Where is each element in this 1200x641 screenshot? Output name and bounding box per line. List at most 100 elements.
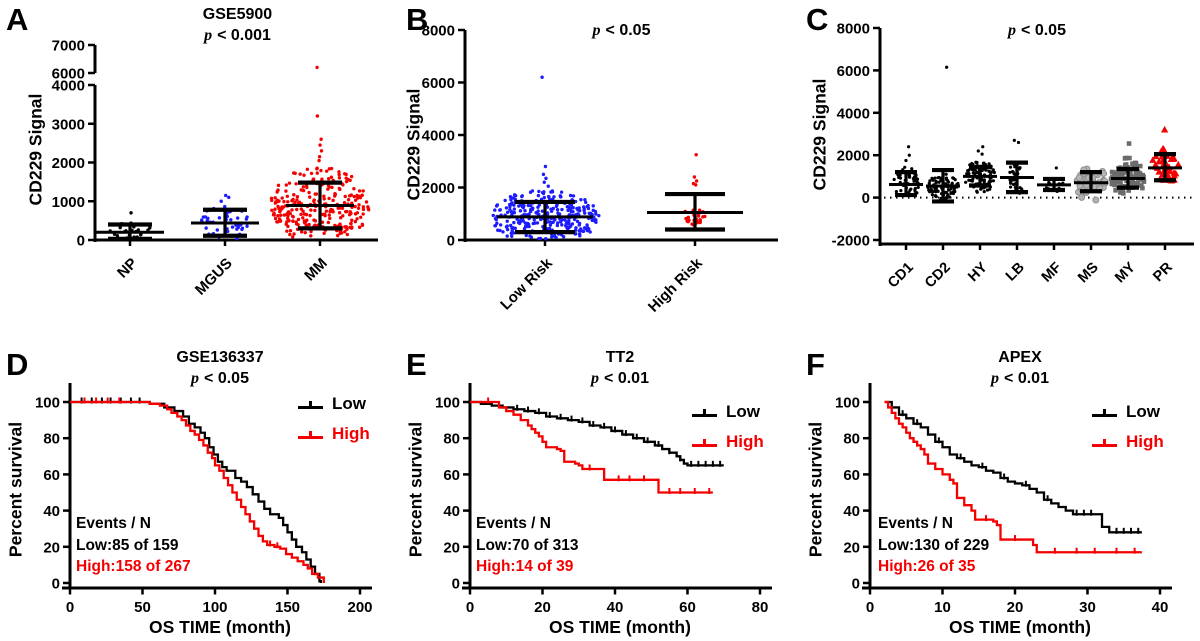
- p-text: < 0.01: [604, 370, 649, 387]
- scatter-plot-C: -2000 0 2000 4000 6000 8000 CD1 CD2 HY LB MF MS MY PR: [832, 21, 1194, 292]
- p-value: p < 0.05: [880, 20, 1194, 41]
- svg-text:0: 0: [866, 599, 874, 616]
- panel-header: p < 0.05: [465, 4, 778, 41]
- svg-text:40: 40: [443, 503, 460, 520]
- svg-text:20: 20: [43, 539, 60, 556]
- survival-line-icon: [692, 408, 717, 417]
- survival-line-icon: [298, 430, 323, 439]
- events-annotation: Events / N Low:85 of 159 High:158 of 267: [76, 513, 191, 578]
- svg-text:MGUS: MGUS: [192, 255, 236, 299]
- svg-text:0: 0: [66, 599, 74, 616]
- svg-text:40: 40: [607, 599, 624, 616]
- svg-text:40: 40: [43, 503, 60, 520]
- svg-text:1000: 1000: [52, 194, 85, 211]
- chart-title: GSE5900: [202, 6, 273, 23]
- legend-item-low: Low: [298, 389, 370, 419]
- svg-text:50: 50: [134, 599, 151, 616]
- svg-text:0: 0: [447, 233, 455, 250]
- legend-item-high: High: [692, 427, 764, 457]
- legend-label: Low: [1126, 402, 1160, 421]
- svg-text:0: 0: [862, 190, 870, 207]
- svg-text:10: 10: [934, 599, 951, 616]
- scatter-plot-B: 0 2000 4000 6000 8000 Low Risk High Risk: [422, 23, 778, 316]
- svg-text:150: 150: [275, 599, 300, 616]
- annotation-line: High:158 of 267: [76, 558, 191, 575]
- chart-title: APEX: [998, 349, 1042, 366]
- legend-label: Low: [332, 394, 366, 413]
- panel-letter-C: C: [806, 2, 829, 37]
- panel-header: TT2 p < 0.01: [470, 347, 770, 389]
- annotation-line: High:14 of 39: [476, 558, 574, 575]
- p-symbol: p: [991, 370, 1000, 387]
- svg-text:0: 0: [466, 599, 474, 616]
- legend-label: Low: [726, 402, 760, 421]
- panel-header: APEX p < 0.01: [870, 347, 1170, 389]
- svg-text:80: 80: [843, 431, 860, 448]
- p-value: p < 0.01: [870, 368, 1170, 389]
- svg-text:CD2: CD2: [922, 260, 954, 292]
- svg-text:80: 80: [43, 431, 60, 448]
- svg-text:8000: 8000: [837, 21, 870, 38]
- legend-label: High: [332, 424, 370, 443]
- p-text: < 0.01: [1004, 370, 1049, 387]
- svg-text:100: 100: [202, 599, 227, 616]
- p-symbol: p: [592, 22, 601, 39]
- legend-label: High: [1126, 432, 1164, 451]
- legend: Low High: [692, 397, 764, 457]
- panel-header: GSE5900 p < 0.001: [95, 4, 380, 46]
- svg-text:30: 30: [1079, 599, 1096, 616]
- panel-F: F APEX p < 0.01 Percent survival 0 20 40 60 8…: [800, 335, 1200, 641]
- p-symbol: p: [1008, 22, 1017, 39]
- svg-text:20: 20: [534, 599, 551, 616]
- events-annotation: Events / N Low:70 of 313 High:14 of 39: [476, 513, 579, 578]
- svg-text:20: 20: [443, 539, 460, 556]
- svg-text:80: 80: [443, 431, 460, 448]
- svg-text:-2000: -2000: [832, 233, 870, 250]
- legend-label: High: [726, 432, 764, 451]
- survival-line-icon: [1092, 438, 1117, 447]
- svg-text:CD1: CD1: [885, 260, 917, 292]
- svg-text:MS: MS: [1075, 259, 1102, 286]
- p-symbol: p: [204, 27, 213, 44]
- panel-letter-B: B: [406, 2, 429, 37]
- survival-plot-D: 0 20 40 60 80 100 0 50 100 150 200: [35, 383, 373, 616]
- svg-text:20: 20: [843, 539, 860, 556]
- panel-A: A GSE5900 p < 0.001 CD229 Signal 0 1000 200…: [0, 0, 400, 335]
- svg-text:LB: LB: [1003, 260, 1028, 285]
- panel-header: p < 0.05: [880, 4, 1194, 41]
- svg-text:6000: 6000: [837, 63, 870, 80]
- svg-text:100: 100: [435, 395, 460, 412]
- svg-text:60: 60: [43, 467, 60, 484]
- survival-line-icon: [1092, 408, 1117, 417]
- svg-text:NP: NP: [114, 255, 141, 282]
- legend-item-high: High: [1092, 427, 1164, 457]
- svg-text:2000: 2000: [422, 180, 455, 197]
- p-value: p < 0.01: [470, 368, 770, 389]
- svg-text:4000: 4000: [422, 128, 455, 145]
- svg-text:200: 200: [347, 599, 372, 616]
- p-text: < 0.05: [605, 22, 651, 39]
- svg-text:60: 60: [679, 599, 696, 616]
- chart-title: TT2: [605, 349, 635, 366]
- svg-text:Low Risk: Low Risk: [497, 254, 556, 313]
- legend-item-low: Low: [1092, 397, 1164, 427]
- p-text: < 0.05: [204, 370, 249, 387]
- panel-letter-F: F: [806, 347, 825, 382]
- svg-text:3000: 3000: [52, 116, 85, 133]
- panel-C: C p < 0.05 CD229 Signal -2000 0 2000 4000 600…: [800, 0, 1200, 335]
- p-value: p < 0.001: [95, 25, 380, 46]
- x-axis-label: OS TIME (month): [549, 617, 691, 637]
- svg-text:20: 20: [1007, 599, 1024, 616]
- svg-text:8000: 8000: [422, 23, 455, 40]
- svg-text:0: 0: [852, 576, 860, 593]
- annotation-line: Events / N: [878, 515, 953, 532]
- p-text: < 0.001: [217, 27, 271, 44]
- legend: Low High: [298, 389, 370, 449]
- svg-text:HY: HY: [965, 259, 991, 285]
- svg-text:MM: MM: [301, 255, 331, 285]
- annotation-line: Low:85 of 159: [76, 536, 179, 554]
- svg-text:MY: MY: [1112, 259, 1139, 286]
- panel-header: GSE136337 p < 0.05: [70, 347, 370, 389]
- svg-text:2000: 2000: [52, 155, 85, 172]
